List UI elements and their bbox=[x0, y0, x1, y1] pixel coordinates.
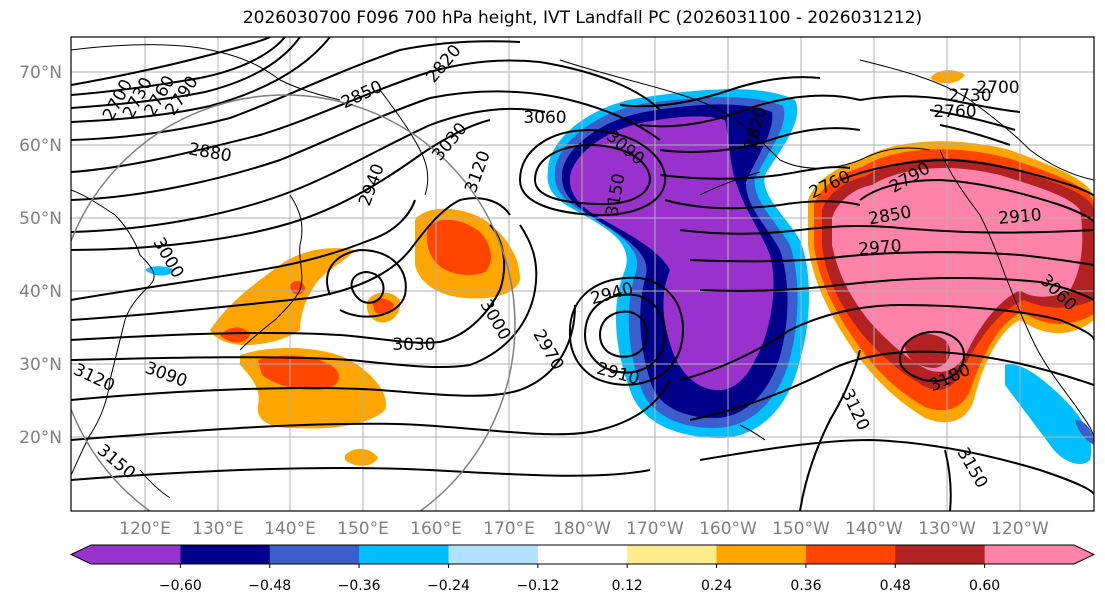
lon-label: 170°W bbox=[626, 519, 684, 539]
colorbar-swatch bbox=[627, 545, 718, 564]
colorbar-label: −0.48 bbox=[248, 578, 291, 594]
colorbar-swatch bbox=[537, 545, 628, 564]
colorbar-swatch bbox=[269, 545, 360, 564]
contour-label: 3060 bbox=[523, 108, 566, 128]
lon-label: 140°E bbox=[264, 519, 316, 539]
colorbar-swatch bbox=[448, 545, 539, 564]
colorbar-label: 0.36 bbox=[790, 578, 821, 594]
lat-label: 60°N bbox=[19, 136, 62, 156]
colorbar-label: 0.48 bbox=[880, 578, 911, 594]
colorbar-outline bbox=[69, 544, 1096, 565]
colorbar-swatch bbox=[716, 545, 807, 564]
lon-label: 150°E bbox=[337, 519, 389, 539]
colorbar-swatch bbox=[359, 545, 449, 564]
contour-label: 2730 bbox=[948, 86, 991, 106]
colorbar-label: −0.36 bbox=[338, 578, 381, 594]
colorbar-swatch bbox=[984, 545, 1094, 564]
lon-label: 150°W bbox=[772, 519, 830, 539]
range-ring bbox=[71, 94, 516, 511]
colorbar-label: −0.12 bbox=[516, 578, 559, 594]
contour-label: 2760 bbox=[933, 102, 976, 122]
coastlines bbox=[71, 44, 1094, 499]
lon-label: 160°E bbox=[410, 519, 462, 539]
lon-label: 180°W bbox=[553, 519, 611, 539]
colorbar-label: 0.12 bbox=[612, 578, 643, 594]
lat-label: 30°N bbox=[19, 355, 62, 375]
colorbar-swatch bbox=[805, 545, 896, 564]
colorbar-label: −0.24 bbox=[427, 578, 470, 594]
contour-label: 2970 bbox=[858, 236, 903, 260]
map-frame bbox=[70, 36, 1095, 512]
colorbar-label: 0.60 bbox=[969, 578, 1000, 594]
colorbar-swatch bbox=[180, 545, 271, 564]
lat-label: 40°N bbox=[19, 282, 62, 302]
colorbar-label: 0.24 bbox=[701, 578, 732, 594]
lat-label: 20°N bbox=[19, 428, 62, 448]
colorbar-swatch bbox=[895, 545, 986, 564]
ivt-shading bbox=[145, 70, 1094, 466]
lon-label: 120°E bbox=[119, 519, 171, 539]
lon-label: 140°W bbox=[845, 519, 903, 539]
lon-label: 130°W bbox=[918, 519, 976, 539]
colorbar-label: −0.60 bbox=[159, 578, 202, 594]
longitude-labels: 120°E 130°E 140°E 150°E 160°E 170°E 180°… bbox=[119, 519, 1049, 539]
contour-label: 2910 bbox=[998, 205, 1043, 229]
colorbar-swatch bbox=[71, 545, 181, 564]
latitude-labels: 70°N 60°N 50°N 40°N 30°N 20°N bbox=[19, 63, 62, 448]
lon-label: 160°W bbox=[699, 519, 757, 539]
lon-label: 130°E bbox=[192, 519, 244, 539]
lat-label: 70°N bbox=[19, 63, 62, 83]
contour-label: 3030 bbox=[392, 335, 435, 355]
lon-label: 170°E bbox=[483, 519, 535, 539]
contour-label: 2700 bbox=[976, 78, 1019, 98]
lat-label: 50°N bbox=[19, 209, 62, 229]
map-title: 2026030700 F096 700 hPa height, IVT Land… bbox=[242, 8, 923, 28]
height-contours bbox=[71, 37, 1094, 511]
colorbar: −0.60 −0.48 −0.36 −0.24 −0.12 0.12 0.24 0.36 0.4… bbox=[69, 544, 1096, 594]
lon-label: 120°W bbox=[991, 519, 1049, 539]
